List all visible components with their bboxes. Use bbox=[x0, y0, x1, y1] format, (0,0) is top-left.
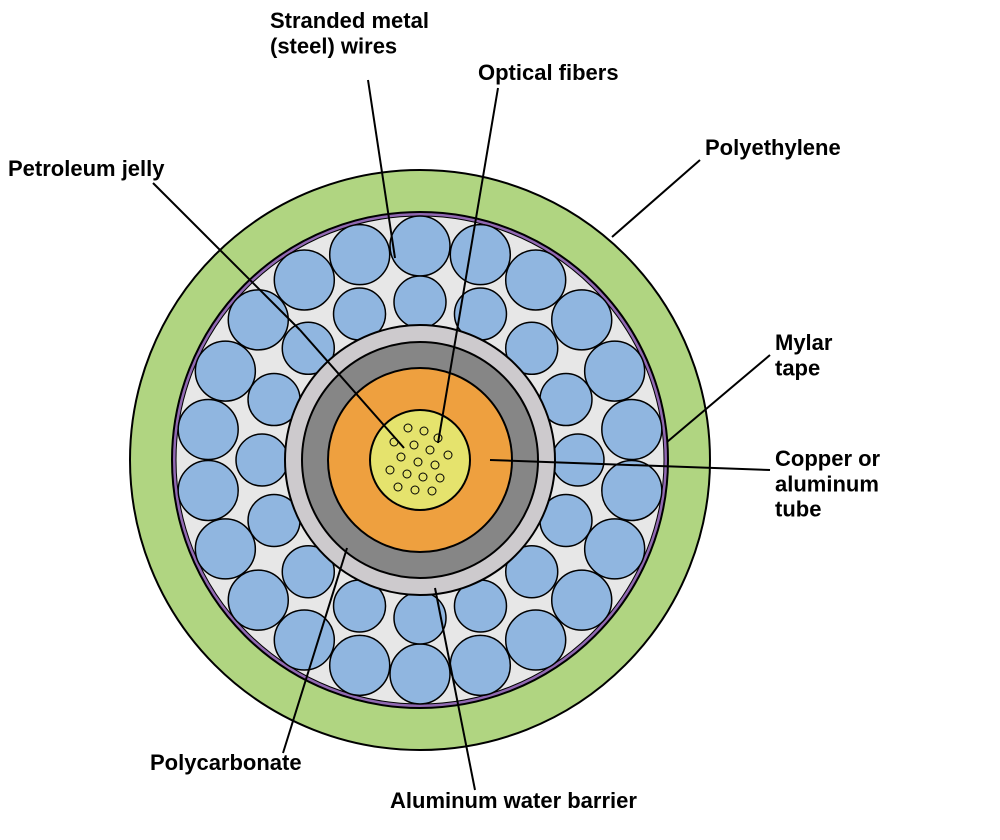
steel-wire bbox=[195, 341, 255, 401]
steel-wire bbox=[602, 400, 662, 460]
optical-fiber-dot bbox=[419, 473, 427, 481]
optical-fiber-dot bbox=[414, 458, 422, 466]
label-steel_wires: Stranded metal(steel) wires bbox=[270, 8, 429, 58]
optical-fiber-dot bbox=[426, 446, 434, 454]
optical-fiber-dot bbox=[411, 486, 419, 494]
optical-fiber-dot bbox=[386, 466, 394, 474]
steel-wire bbox=[552, 434, 604, 486]
steel-wire bbox=[274, 250, 334, 310]
optical-fiber-dot bbox=[428, 487, 436, 495]
steel-wire bbox=[585, 519, 645, 579]
steel-wire bbox=[506, 250, 566, 310]
steel-wire bbox=[602, 460, 662, 520]
label-polyethylene: Polyethylene bbox=[705, 135, 841, 160]
label-leader-line bbox=[612, 160, 700, 237]
label-mylar_tape: Mylartape bbox=[775, 330, 833, 380]
steel-wire bbox=[228, 570, 288, 630]
optical-fiber-dot bbox=[397, 453, 405, 461]
steel-wire bbox=[390, 216, 450, 276]
steel-wire bbox=[178, 460, 238, 520]
steel-wire bbox=[450, 225, 510, 285]
label-polycarbonate: Polycarbonate bbox=[150, 750, 302, 775]
steel-wire bbox=[236, 434, 288, 486]
steel-wire bbox=[178, 400, 238, 460]
label-petroleum_jelly: Petroleum jelly bbox=[8, 156, 165, 181]
steel-wire bbox=[585, 341, 645, 401]
steel-wire bbox=[390, 644, 450, 704]
optical-fiber-dot bbox=[431, 461, 439, 469]
cable-cross-section-diagram: Stranded metal(steel) wires Optical fiber… bbox=[0, 0, 1000, 840]
steel-wire bbox=[552, 570, 612, 630]
optical-fiber-dot bbox=[410, 441, 418, 449]
steel-wire bbox=[195, 519, 255, 579]
steel-wire bbox=[552, 290, 612, 350]
label-aluminum_barrier: Aluminum water barrier bbox=[390, 788, 637, 813]
steel-wire bbox=[506, 610, 566, 670]
optical-fiber-dot bbox=[404, 424, 412, 432]
steel-wire bbox=[394, 276, 446, 328]
steel-wire bbox=[450, 635, 510, 695]
steel-wire bbox=[330, 225, 390, 285]
optical-fiber-dot bbox=[444, 451, 452, 459]
label-optical_fibers: Optical fibers bbox=[478, 60, 619, 85]
optical-fiber-dot bbox=[403, 470, 411, 478]
steel-wire bbox=[228, 290, 288, 350]
optical-fiber-dot bbox=[436, 474, 444, 482]
optical-fiber-dot bbox=[420, 427, 428, 435]
steel-wire bbox=[330, 635, 390, 695]
label-copper_tube: Copper oraluminumtube bbox=[775, 446, 881, 522]
optical-fiber-dot bbox=[394, 483, 402, 491]
